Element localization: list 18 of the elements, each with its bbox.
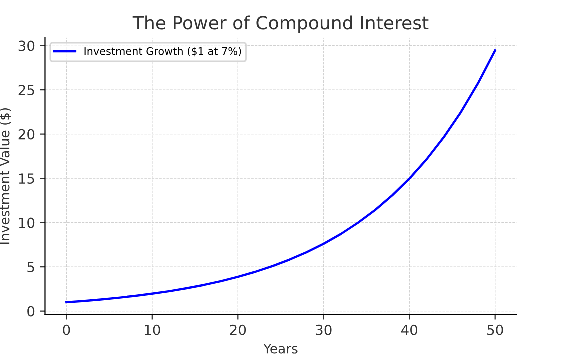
y-tick-label: 10: [19, 218, 35, 228]
x-tick-label: 50: [488, 324, 504, 336]
x-tick-label: 40: [401, 324, 418, 336]
x-tick-label: 30: [316, 324, 332, 336]
x-axis-title: Years: [264, 344, 298, 354]
x-tick-label: 10: [145, 324, 160, 336]
y-axis-title: Investment Value ($): [0, 108, 12, 244]
line-series: [66, 49, 496, 304]
x-tick-label: 0: [63, 324, 70, 336]
legend-label: Investment Growth ($1 at 7%): [84, 47, 242, 57]
x-tick-label: 20: [230, 324, 246, 336]
y-tick-label: 30: [18, 40, 35, 52]
y-tick-label: 15: [19, 174, 34, 184]
chart-title: The Power of Compound Interest: [132, 16, 429, 34]
y-tick-label: 25: [18, 85, 34, 96]
y-tick-label: 5: [28, 262, 34, 273]
y-tick-label: 0: [28, 306, 35, 317]
y-tick-label: 20: [18, 129, 35, 140]
